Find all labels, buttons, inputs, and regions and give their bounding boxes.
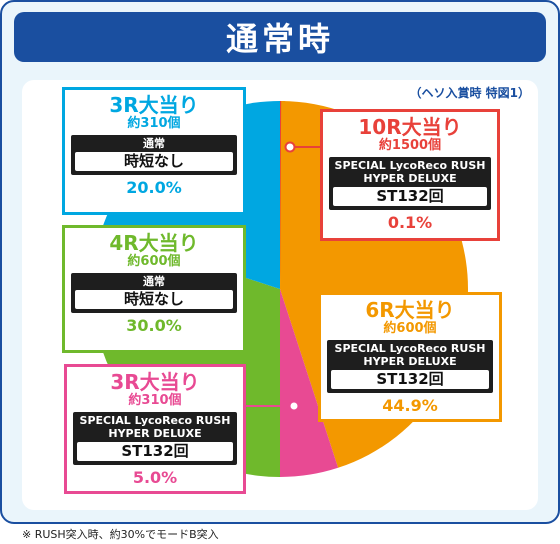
slice-label: 6R大当り [365, 298, 455, 322]
slice-label: 3R大当り [109, 93, 199, 117]
slice-mode-panel: 通常 時短なし [71, 273, 237, 313]
slice-box-6r: 6R大当り 約600個 SPECIAL LycoReco RUSH HYPER … [318, 292, 502, 422]
slice-result: ST132回 [333, 187, 487, 206]
slice-result: 時短なし [75, 152, 233, 171]
slice-percent: 30.0% [126, 316, 182, 335]
slice-mode: SPECIAL LycoReco RUSH HYPER DELUXE [79, 414, 231, 440]
footnote: ※ RUSH突入時、約30%でモードB突入 [22, 528, 219, 541]
slice-box-3r-normal: 3R大当り 約310個 通常 時短なし 20.0% [62, 87, 246, 215]
slice-result: ST132回 [331, 370, 489, 389]
slice-connector-dot [288, 400, 300, 412]
slice-result: 時短なし [75, 290, 233, 309]
slice-box-4r: 4R大当り 約600個 通常 時短なし 30.0% [62, 225, 246, 353]
page-title: 通常時 [225, 20, 334, 58]
slice-percent: 44.9% [382, 396, 438, 415]
slice-box-10r: 10R大当り 約1500個 SPECIAL LycoReco RUSH HYPE… [320, 109, 500, 241]
slice-mode-panel: SPECIAL LycoReco RUSH HYPER DELUXE ST132… [327, 340, 493, 393]
slice-result: ST132回 [77, 442, 233, 461]
chart-note: （ヘソ入賞時 特図1） [409, 86, 530, 100]
slice-mode: SPECIAL LycoReco RUSH HYPER DELUXE [334, 159, 486, 185]
slice-mode: 通常 [143, 137, 165, 150]
pie-slice [280, 289, 339, 477]
title-bar: 通常時 [14, 12, 546, 62]
slice-count: 約600個 [383, 321, 437, 336]
slice-mode-panel: 通常 時短なし [71, 135, 237, 175]
slice-percent: 5.0% [132, 468, 178, 487]
slice-count: 約1500個 [378, 138, 442, 153]
slice-count: 約310個 [128, 393, 182, 408]
slice-label: 4R大当り [109, 231, 199, 255]
main-frame: 通常時 （ヘソ入賞時 特図1） 10R大当り 約1500個 SPECIAL Ly… [0, 0, 560, 524]
slice-mode: 通常 [143, 275, 165, 288]
slice-connector-dot [284, 141, 296, 153]
slice-percent: 20.0% [126, 178, 182, 197]
slice-count: 約310個 [127, 116, 181, 131]
slice-box-3r-special: 3R大当り 約310個 SPECIAL LycoReco RUSH HYPER … [64, 364, 246, 494]
slice-count: 約600個 [127, 254, 181, 269]
slice-mode-panel: SPECIAL LycoReco RUSH HYPER DELUXE ST132… [73, 412, 237, 465]
slice-percent: 0.1% [387, 213, 433, 232]
slice-label: 3R大当り [110, 370, 200, 394]
slice-mode-panel: SPECIAL LycoReco RUSH HYPER DELUXE ST132… [329, 157, 491, 210]
slice-mode: SPECIAL LycoReco RUSH HYPER DELUXE [334, 342, 486, 368]
slice-label: 10R大当り [358, 115, 462, 139]
